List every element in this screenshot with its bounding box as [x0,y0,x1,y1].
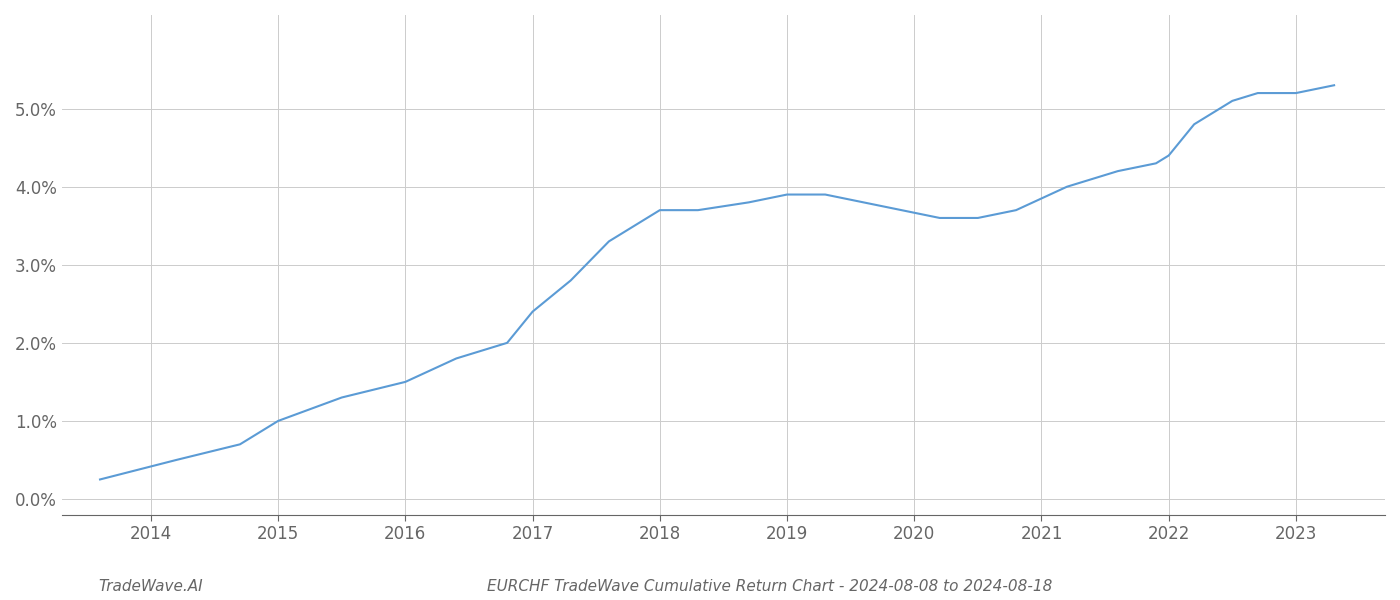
Text: EURCHF TradeWave Cumulative Return Chart - 2024-08-08 to 2024-08-18: EURCHF TradeWave Cumulative Return Chart… [487,579,1053,594]
Text: TradeWave.AI: TradeWave.AI [98,579,203,594]
